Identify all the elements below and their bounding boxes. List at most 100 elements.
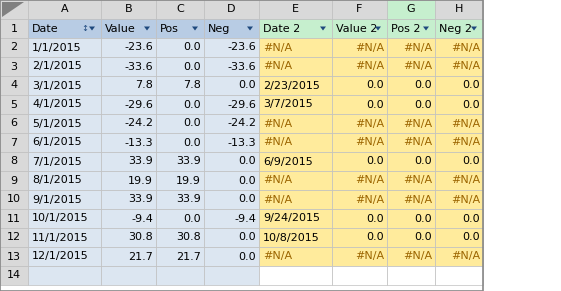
Text: -33.6: -33.6 [125, 61, 153, 72]
Bar [387, 0, 435, 19]
Text: 13: 13 [7, 251, 21, 262]
Bar [259, 76, 332, 95]
Polygon shape [2, 2, 24, 17]
Bar [101, 114, 156, 133]
Text: 0.0: 0.0 [462, 214, 480, 223]
Bar [0, 57, 28, 76]
Bar [435, 152, 483, 171]
Bar [387, 133, 435, 152]
Text: 0.0: 0.0 [462, 81, 480, 91]
Text: 8: 8 [11, 157, 17, 166]
Text: 9/1/2015: 9/1/2015 [32, 194, 82, 205]
Text: #N/A: #N/A [451, 61, 480, 72]
Text: 1/1/2015: 1/1/2015 [32, 42, 81, 52]
Bar [387, 95, 435, 114]
Bar [435, 133, 483, 152]
Bar [435, 57, 483, 76]
Polygon shape [471, 26, 477, 31]
Bar [332, 228, 387, 247]
Bar [387, 209, 435, 228]
Bar [28, 19, 101, 38]
Bar [156, 152, 204, 171]
Text: -24.2: -24.2 [124, 118, 153, 129]
Bar [259, 228, 332, 247]
Bar [101, 266, 156, 285]
Bar [0, 95, 28, 114]
Bar [101, 57, 156, 76]
Bar [332, 190, 387, 209]
Text: -29.6: -29.6 [124, 100, 153, 109]
Text: 2/1/2015: 2/1/2015 [32, 61, 82, 72]
Text: 0.0: 0.0 [238, 194, 256, 205]
Text: Date 2: Date 2 [263, 24, 300, 33]
Text: 4: 4 [11, 81, 17, 91]
Bar [387, 38, 435, 57]
Text: 0.0: 0.0 [462, 100, 480, 109]
Text: 0.0: 0.0 [366, 100, 384, 109]
Bar [204, 0, 259, 19]
Text: 0.0: 0.0 [462, 233, 480, 242]
Text: 33.9: 33.9 [176, 157, 201, 166]
Polygon shape [320, 26, 326, 31]
Text: #N/A: #N/A [403, 175, 432, 185]
Bar [28, 190, 101, 209]
Bar [0, 133, 28, 152]
Bar [204, 57, 259, 76]
Bar [332, 171, 387, 190]
Bar [101, 171, 156, 190]
Bar [332, 57, 387, 76]
Bar [101, 152, 156, 171]
Bar [156, 171, 204, 190]
Text: 10/1/2015: 10/1/2015 [32, 214, 89, 223]
Text: #N/A: #N/A [451, 194, 480, 205]
Text: #N/A: #N/A [403, 194, 432, 205]
Bar [435, 171, 483, 190]
Text: H: H [455, 4, 463, 15]
Bar [332, 95, 387, 114]
Text: 0.0: 0.0 [183, 138, 201, 148]
Text: 21.7: 21.7 [176, 251, 201, 262]
Bar [0, 76, 28, 95]
Bar [204, 95, 259, 114]
Text: 19.9: 19.9 [128, 175, 153, 185]
Polygon shape [423, 26, 429, 31]
Bar [156, 247, 204, 266]
Text: 0.0: 0.0 [183, 214, 201, 223]
Bar [332, 19, 387, 38]
Text: -13.3: -13.3 [227, 138, 256, 148]
Bar [28, 152, 101, 171]
Text: 10/8/2015: 10/8/2015 [263, 233, 320, 242]
Text: 0.0: 0.0 [366, 233, 384, 242]
Bar [101, 190, 156, 209]
Bar [28, 209, 101, 228]
Bar [204, 228, 259, 247]
Bar [204, 152, 259, 171]
Text: #N/A: #N/A [355, 138, 384, 148]
Text: 5/1/2015: 5/1/2015 [32, 118, 81, 129]
Bar [435, 228, 483, 247]
Text: #N/A: #N/A [263, 251, 292, 262]
Text: 0.0: 0.0 [183, 42, 201, 52]
Text: -29.6: -29.6 [227, 100, 256, 109]
Bar [101, 209, 156, 228]
Text: 33.9: 33.9 [128, 194, 153, 205]
Bar [259, 266, 332, 285]
Text: 9/24/2015: 9/24/2015 [263, 214, 320, 223]
Bar [28, 171, 101, 190]
Text: -9.4: -9.4 [131, 214, 153, 223]
Text: 0.0: 0.0 [415, 233, 432, 242]
Bar [101, 0, 156, 19]
Text: -23.6: -23.6 [227, 42, 256, 52]
Text: 19.9: 19.9 [176, 175, 201, 185]
Bar [204, 19, 259, 38]
Text: #N/A: #N/A [263, 118, 292, 129]
Bar [332, 0, 387, 19]
Bar [28, 247, 101, 266]
Bar [0, 38, 28, 57]
Bar [0, 0, 483, 291]
Text: #N/A: #N/A [451, 175, 480, 185]
Text: 21.7: 21.7 [128, 251, 153, 262]
Bar [156, 0, 204, 19]
Bar [0, 171, 28, 190]
Bar [332, 209, 387, 228]
